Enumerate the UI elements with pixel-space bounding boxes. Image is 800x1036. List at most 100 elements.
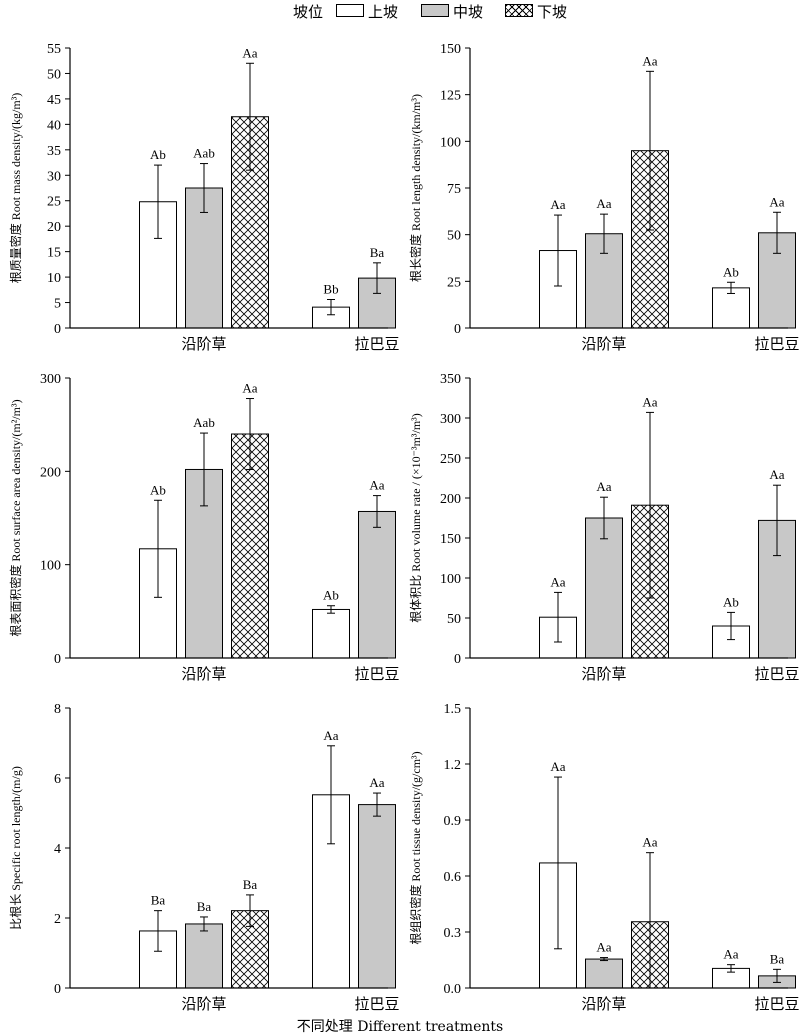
significance-label: Aab bbox=[193, 146, 215, 161]
chart-root-tissue-density: 0.0 0.3 0.6 0.9 1.2 1.5 根组织密度 Root tissue dens… bbox=[400, 690, 800, 1020]
bar-upper bbox=[312, 608, 350, 659]
y-tick-label: 6 bbox=[54, 772, 61, 787]
category-label: 沿阶草 bbox=[181, 665, 226, 683]
y-tick-label: 150 bbox=[440, 42, 461, 57]
chart-root-mass-density: 0 5 10 15 20 25 30 35 40 45 50 55 根质量密度 Root mass de… bbox=[0, 30, 400, 360]
bar-middle bbox=[185, 923, 223, 989]
category-label: 沿阶草 bbox=[181, 995, 226, 1013]
y-tick-label: 45 bbox=[47, 93, 61, 108]
chart-svg: 0 50 100 150 200 250 300 350 根体积比 Root volume ra… bbox=[409, 372, 800, 683]
y-tick-label: 40 bbox=[47, 118, 61, 133]
legend-swatch-middle bbox=[421, 4, 449, 17]
y-axis-label: 根长密度 Root length density/(km/m³) bbox=[408, 94, 423, 282]
significance-label: Ab bbox=[323, 588, 339, 603]
significance-label: Aa bbox=[242, 45, 257, 60]
y-tick-label: 300 bbox=[40, 372, 61, 387]
significance-label: Aa bbox=[550, 197, 565, 212]
significance-label: Ab bbox=[150, 147, 166, 162]
y-tick-label: 35 bbox=[47, 144, 61, 159]
significance-label: Aa bbox=[550, 574, 565, 589]
y-tick-label: 30 bbox=[47, 169, 61, 184]
y-tick-label: 25 bbox=[447, 275, 461, 290]
bar-lower bbox=[231, 433, 269, 659]
legend-swatch-upper bbox=[336, 4, 364, 17]
y-tick-label: 15 bbox=[47, 246, 61, 261]
y-tick-label: 0 bbox=[454, 322, 461, 337]
bar-middle bbox=[585, 958, 623, 989]
category-label: 沿阶草 bbox=[581, 665, 626, 683]
y-axis-label: 根体积比 Root volume rate / (×10⁻³m³/m³) bbox=[409, 413, 423, 623]
chart-root-surface-area-density: 0 100 200 300 根表面积密度 Root surface area densi… bbox=[0, 360, 400, 690]
bar-middle bbox=[358, 510, 396, 659]
y-tick-label: 0.9 bbox=[444, 814, 462, 829]
chart-specific-root-length: 0 2 4 6 8 比根长 Specific root length/(m/g) Ba Ba B… bbox=[0, 690, 400, 1020]
category-label: 沿阶草 bbox=[581, 335, 626, 353]
legend-title: 坡位 bbox=[293, 3, 324, 21]
y-tick-label: 10 bbox=[47, 271, 61, 286]
category-label: 沿阶草 bbox=[181, 335, 226, 353]
significance-label: Aab bbox=[193, 415, 215, 430]
category-label: 拉巴豆 bbox=[354, 665, 399, 683]
chart-svg: 0 5 10 15 20 25 30 35 40 45 50 55 根质量密度 Root mass de… bbox=[8, 42, 400, 353]
y-tick-label: 250 bbox=[440, 452, 461, 467]
chart-svg: 0 2 4 6 8 比根长 Specific root length/(m/g) Ba Ba B… bbox=[9, 702, 400, 1013]
significance-label: Bb bbox=[323, 281, 338, 296]
y-tick-label: 1.5 bbox=[444, 702, 462, 717]
y-tick-label: 0.6 bbox=[444, 870, 462, 885]
y-tick-label: 200 bbox=[440, 492, 461, 507]
legend-label-upper: 上坡 bbox=[368, 3, 399, 21]
significance-label: Aa bbox=[642, 835, 657, 850]
legend-label-middle: 中坡 bbox=[453, 3, 484, 21]
y-tick-label: 100 bbox=[440, 572, 461, 587]
y-tick-label: 75 bbox=[447, 182, 461, 197]
y-tick-label: 1.2 bbox=[444, 758, 462, 773]
y-tick-label: 2 bbox=[54, 912, 61, 927]
y-tick-label: 100 bbox=[40, 559, 61, 574]
significance-label: Aa bbox=[769, 467, 784, 482]
significance-label: Aa bbox=[550, 759, 565, 774]
chart-root-length-density: 0 25 50 75 100 125 150 根长密度 Root length density… bbox=[400, 30, 800, 360]
significance-label: Aa bbox=[596, 479, 611, 494]
y-tick-label: 125 bbox=[440, 89, 461, 104]
category-label: 沿阶草 bbox=[581, 995, 626, 1013]
y-tick-label: 50 bbox=[447, 229, 461, 244]
y-tick-label: 0 bbox=[454, 652, 461, 667]
y-tick-label: 20 bbox=[47, 220, 61, 235]
category-label: 拉巴豆 bbox=[754, 665, 799, 683]
y-tick-label: 50 bbox=[447, 612, 461, 627]
y-axis-label: 根组织密度 Root tissue density/(g/cm³) bbox=[408, 751, 423, 944]
significance-label: Aa bbox=[323, 728, 338, 743]
significance-label: Aa bbox=[642, 394, 657, 409]
y-tick-label: 50 bbox=[47, 67, 61, 82]
significance-label: Ab bbox=[150, 482, 166, 497]
significance-label: Ba bbox=[770, 951, 785, 966]
y-tick-label: 350 bbox=[440, 372, 461, 387]
significance-label: Ba bbox=[370, 245, 385, 260]
chart-root-volume-rate: 0 50 100 150 200 250 300 350 根体积比 Root volume ra… bbox=[400, 360, 800, 690]
y-tick-label: 25 bbox=[47, 195, 61, 210]
y-axis-label: 比根长 Specific root length/(m/g) bbox=[9, 766, 23, 930]
legend-swatch-lower bbox=[505, 4, 533, 17]
y-tick-label: 0 bbox=[54, 982, 61, 997]
y-tick-label: 0 bbox=[54, 322, 61, 337]
significance-label: Aa bbox=[596, 196, 611, 211]
y-tick-label: 0.3 bbox=[444, 926, 462, 941]
significance-label: Aa bbox=[242, 381, 257, 396]
bar-middle bbox=[358, 804, 396, 989]
category-label: 拉巴豆 bbox=[354, 335, 399, 353]
significance-label: Ba bbox=[151, 893, 166, 908]
y-tick-label: 55 bbox=[47, 42, 61, 57]
y-tick-label: 100 bbox=[440, 135, 461, 150]
significance-label: Aa bbox=[369, 775, 384, 790]
y-tick-label: 0 bbox=[54, 652, 61, 667]
y-axis-label: 根质量密度 Root mass density/(kg/m³) bbox=[8, 93, 23, 284]
chart-svg: 0 25 50 75 100 125 150 根长密度 Root length density… bbox=[408, 42, 800, 353]
significance-label: Ab bbox=[723, 594, 739, 609]
y-tick-label: 8 bbox=[54, 702, 61, 717]
legend: 坡位 上坡 中坡 下坡 bbox=[0, 0, 800, 30]
y-tick-label: 4 bbox=[54, 842, 61, 857]
significance-label: Aa bbox=[769, 194, 784, 209]
y-tick-label: 300 bbox=[440, 412, 461, 427]
chart-svg: 0.0 0.3 0.6 0.9 1.2 1.5 根组织密度 Root tissue dens… bbox=[408, 702, 800, 1013]
significance-label: Aa bbox=[596, 940, 611, 955]
